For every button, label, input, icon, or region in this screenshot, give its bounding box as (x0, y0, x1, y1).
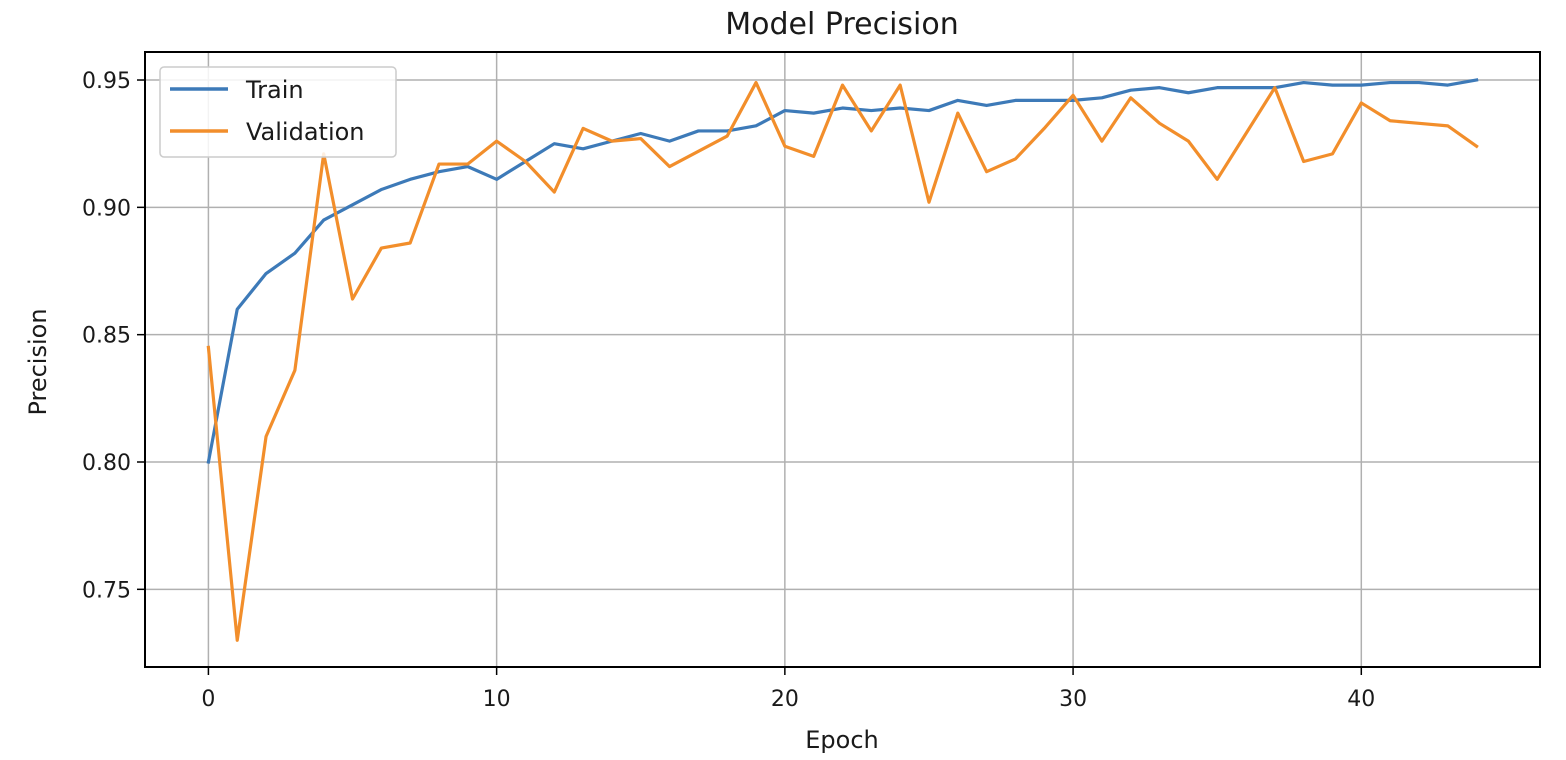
series-line-validation (206, 80, 1479, 642)
x-axis-label: Epoch (805, 726, 879, 754)
y-axis-label: Precision (24, 308, 52, 415)
legend-label-train: Train (245, 76, 304, 104)
y-tick-label: 0.85 (82, 324, 131, 349)
y-axis-ticks: 0.75 0.80 0.85 0.90 0.95 (82, 69, 145, 603)
y-tick-label: 0.95 (82, 69, 131, 94)
legend: Train Validation (159, 66, 397, 158)
chart-title: Model Precision (725, 7, 958, 42)
x-axis-ticks: 0 10 20 30 40 (201, 667, 1375, 712)
grid (145, 52, 1540, 667)
x-tick-label: 30 (1059, 687, 1087, 712)
y-tick-label: 0.75 (82, 578, 131, 603)
x-tick-label: 40 (1347, 687, 1375, 712)
x-tick-label: 20 (771, 687, 799, 712)
x-tick-label: 0 (201, 687, 215, 712)
y-tick-label: 0.90 (82, 196, 131, 221)
plot-frame (144, 51, 1541, 668)
x-tick-label: 10 (483, 687, 511, 712)
y-tick-label: 0.80 (82, 451, 131, 476)
series-lines (206, 78, 1479, 642)
series-line-train (206, 78, 1479, 464)
legend-label-validation: Validation (246, 118, 365, 146)
